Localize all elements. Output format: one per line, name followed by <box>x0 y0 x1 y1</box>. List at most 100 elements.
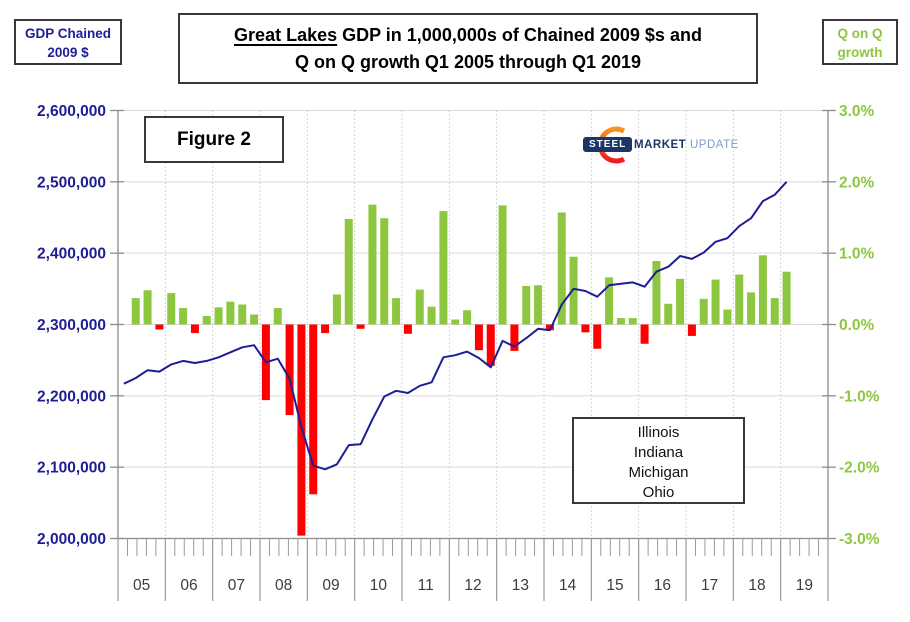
growth-bar <box>664 303 673 325</box>
growth-bar <box>463 310 472 325</box>
growth-bar <box>699 298 708 325</box>
growth-bar <box>545 324 554 331</box>
growth-bar <box>143 290 152 325</box>
x-axis-year-label: 08 <box>275 577 292 594</box>
smu-logo-update-text: UPDATE <box>690 139 739 151</box>
growth-bar <box>309 324 318 495</box>
x-axis-year-label: 11 <box>418 577 434 594</box>
right-axis-tick-label: -2.0% <box>839 460 880 477</box>
growth-bar <box>368 204 377 325</box>
growth-bar <box>723 309 732 325</box>
figure-label: Figure 2 <box>177 129 251 150</box>
growth-bar <box>250 314 259 325</box>
left-axis-tick-labels: 2,000,000 2,100,000 2,200,000 2,300,000 2,40… <box>37 103 106 548</box>
left-axis-tick-label: 2,400,000 <box>37 246 106 263</box>
right-axis-tick-labels: -3.0% -2.0% -1.0% 0.0% 1.0% 2.0% 3.0% <box>839 103 880 548</box>
right-axis-label-line1: Q on Q <box>837 26 883 41</box>
growth-bar <box>640 324 649 344</box>
growth-bar <box>202 315 211 325</box>
left-axis-label-box: GDP Chained 2009 $ <box>14 19 122 65</box>
axes <box>110 109 836 540</box>
horizontal-gridlines <box>118 110 828 539</box>
growth-bar <box>273 308 282 325</box>
growth-bar <box>226 301 235 325</box>
growth-bar <box>486 324 495 366</box>
x-axis-ticks <box>117 538 829 601</box>
growth-bar <box>534 285 543 325</box>
growth-bar <box>439 211 448 325</box>
growth-bar <box>380 218 389 325</box>
x-axis-year-label: 17 <box>701 577 718 594</box>
growth-bar <box>131 298 140 325</box>
right-axis-tick-label: 3.0% <box>839 103 875 120</box>
growth-bar <box>332 294 341 325</box>
growth-bar <box>356 324 365 329</box>
growth-bar <box>628 318 637 325</box>
x-axis-year-label: 16 <box>654 577 671 594</box>
growth-bar <box>735 274 744 325</box>
right-axis-tick-label: -3.0% <box>839 531 880 548</box>
growth-bar <box>415 289 424 325</box>
left-axis-label-line1: GDP Chained <box>24 26 112 41</box>
right-axis-tick-label: 2.0% <box>839 174 875 191</box>
left-axis-label-line2: 2009 $ <box>47 45 89 60</box>
growth-bar <box>522 285 531 325</box>
growth-bar <box>344 218 353 325</box>
chart-title-box: Great Lakes GDP in 1,000,000s of Chained… <box>178 13 758 84</box>
x-axis-year-label: 18 <box>748 577 765 594</box>
x-axis-year-label: 06 <box>180 577 197 594</box>
left-axis-tick-label: 2,300,000 <box>37 317 106 334</box>
states-legend-illinois: Illinois <box>637 424 680 441</box>
growth-bar <box>190 324 199 334</box>
x-axis-year-label: 07 <box>228 577 245 594</box>
growth-bar <box>179 308 188 325</box>
chart-title-line2: Q on Q growth Q1 2005 through Q1 2019 <box>294 52 642 72</box>
x-axis-year-label: 05 <box>133 577 150 594</box>
states-legend-ohio: Ohio <box>642 484 675 501</box>
x-axis-year-label: 09 <box>322 577 339 594</box>
x-axis-year-label: 13 <box>512 577 529 594</box>
left-axis-tick-label: 2,000,000 <box>37 531 106 548</box>
growth-bar <box>652 261 661 325</box>
x-axis-year-label: 19 <box>796 577 813 594</box>
chart-title-line1: Great Lakes GDP in 1,000,000s of Chained… <box>180 22 756 49</box>
left-axis-tick-label: 2,100,000 <box>37 460 106 477</box>
x-axis-year-label: 14 <box>559 577 577 594</box>
growth-bar <box>451 319 460 325</box>
gdp-line <box>123 181 788 471</box>
figure-label-box: Figure 2 <box>144 116 284 163</box>
growth-bar <box>474 324 483 351</box>
states-legend-michigan: Michigan <box>628 464 689 481</box>
growth-bar <box>403 324 412 334</box>
growth-bar <box>392 298 401 325</box>
left-axis-tick-label: 2,500,000 <box>37 174 106 191</box>
growth-bar <box>285 324 294 416</box>
chart-title-rest: GDP in 1,000,000s of Chained 2009 $s and <box>337 25 702 45</box>
right-axis-tick-label: 1.0% <box>839 246 875 263</box>
growth-bar <box>427 306 436 325</box>
left-axis-tick-label: 2,600,000 <box>37 103 106 120</box>
growth-bar <box>770 298 779 325</box>
right-axis-label-line2: growth <box>837 45 883 60</box>
growth-bar <box>616 318 625 325</box>
growth-bar <box>605 277 614 325</box>
states-legend-box: Illinois Indiana Michigan Ohio <box>572 417 745 504</box>
growth-bar <box>687 324 696 336</box>
smu-logo-market-text: MARKET <box>634 139 687 151</box>
x-axis-year-labels: 05 06 07 08 09 10 11 12 13 14 15 16 17 18 19 <box>133 577 813 594</box>
growth-bar <box>238 304 247 325</box>
growth-bar <box>593 324 602 349</box>
growth-bar <box>557 212 566 325</box>
growth-bar <box>747 292 756 325</box>
growth-bar <box>155 324 164 330</box>
growth-bar <box>758 255 767 325</box>
x-axis-year-label: 12 <box>464 577 481 594</box>
growth-bar <box>214 307 223 325</box>
left-axis-tick-label: 2,200,000 <box>37 388 106 405</box>
growth-bar <box>782 271 791 325</box>
smu-logo: STEEL MARKET UPDATE <box>583 126 743 164</box>
x-axis-year-label: 10 <box>370 577 388 594</box>
growth-bar <box>581 324 590 333</box>
